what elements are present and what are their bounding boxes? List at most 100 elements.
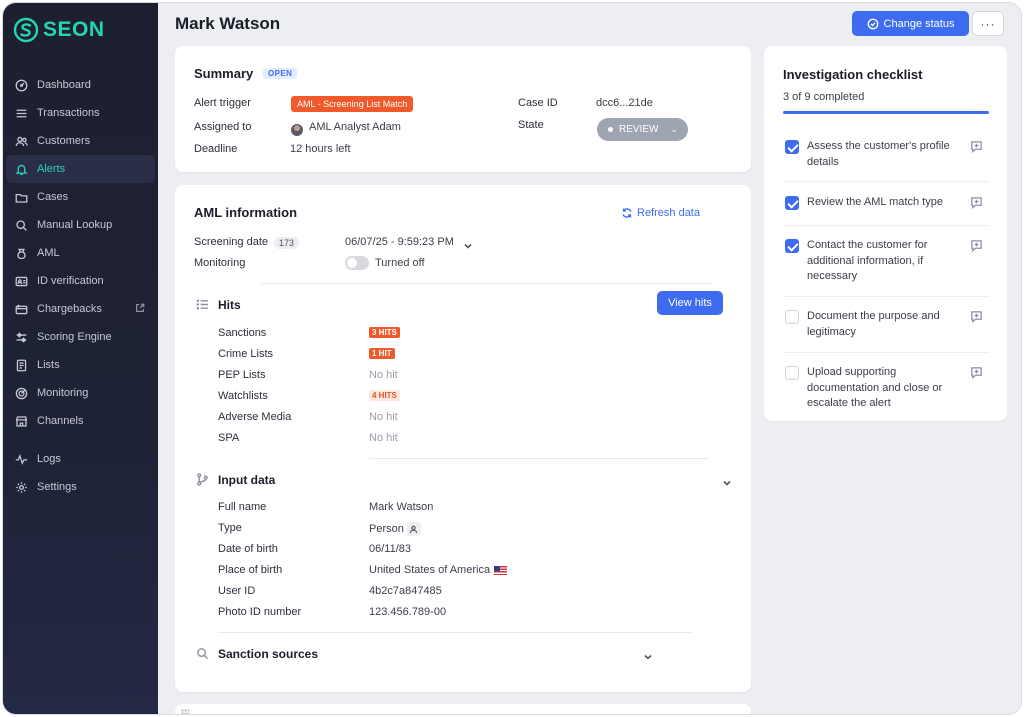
sidebar-item-label: Manual Lookup [37,219,113,231]
sidebar-item-alerts[interactable]: Alerts [6,155,155,183]
checklist-item: Review the AML match type [783,196,989,226]
sidebar-item-chargebacks[interactable]: Chargebacks [6,295,155,323]
assigned-to-label: Assigned to [194,121,252,133]
sidebar-item-dashboard[interactable]: Dashboard [6,71,155,99]
document-icon [14,358,28,372]
assigned-to-value[interactable]: AML Analyst Adam [309,121,401,133]
hits-row-label: Crime Lists [218,348,274,360]
input-row-label: Type [218,522,242,534]
deadline-label: Deadline [194,143,238,155]
page-title: Mark Watson [175,14,281,33]
state-dropdown[interactable]: REVIEW ⌄ [597,118,688,141]
hits-row-value: No hit [369,411,398,423]
sidebar-item-scoring-engine[interactable]: Scoring Engine [6,323,155,351]
checkbox[interactable] [785,366,799,380]
hits-row-label: Watchlists [218,390,268,402]
input-data-title: Input data [218,473,276,487]
comment-icon[interactable] [970,196,984,210]
input-row-label: Full name [218,501,267,513]
more-options-button[interactable]: ··· [972,11,1004,36]
hits-row-label: Adverse Media [218,411,292,423]
chevron-down-icon[interactable] [643,649,653,660]
logo[interactable]: SEON [13,17,105,43]
sidebar-item-label: Lists [37,359,60,371]
chevron-down-icon[interactable] [463,238,473,249]
search-icon [196,647,209,660]
state-dot [608,127,613,132]
monitoring-value: Turned off [375,257,425,269]
input-row-value: 4b2c7a847485 [369,585,442,597]
case-id-label: Case ID [518,97,558,109]
divider [369,458,709,459]
checklist-item: Document the purpose and legitimacy [783,310,989,353]
chevron-down-icon[interactable] [722,475,732,486]
hits-row-label: Sanctions [218,327,267,339]
sidebar-item-channels[interactable]: Channels [6,407,155,435]
input-row-label: Photo ID number [218,606,302,618]
sidebar-item-manual-lookup[interactable]: Manual Lookup [6,211,155,239]
comment-icon[interactable] [970,140,984,154]
place-of-birth-value: United States of America [369,564,491,576]
sidebar-item-customers[interactable]: Customers [6,127,155,155]
comment-icon[interactable] [970,366,984,380]
pulse-icon [14,452,28,466]
checkbox[interactable] [785,196,799,210]
comment-icon[interactable] [970,310,984,324]
sidebar-item-label: Transactions [37,107,100,119]
sidebar-item-cases[interactable]: Cases [6,183,155,211]
sidebar-item-label: Channels [37,415,84,427]
checklist-progress-text: 3 of 9 completed [783,91,865,103]
sidebar-item-label: Settings [37,481,77,493]
input-row-value: 123.456.789-00 [369,606,447,618]
hits-row-value: No hit [369,432,398,444]
checklist-item-text: Assess the customer's profile details [807,140,950,168]
list-icon [14,106,28,120]
screening-date-value[interactable]: 06/07/25 - 9:59:23 PM [345,236,454,248]
us-flag-icon [494,565,508,575]
view-hits-button[interactable]: View hits [657,291,723,315]
checkbox[interactable] [785,140,799,154]
sidebar-item-label: Logs [37,453,61,465]
refresh-data-link[interactable]: Refresh data [621,207,700,219]
input-row-value: Mark Watson [369,501,434,513]
sidebar-item-aml[interactable]: AML [6,239,155,267]
input-row-label: Date of birth [218,543,278,555]
aml-info-card: AML information Refresh data Screening d… [175,185,751,692]
comment-icon[interactable] [970,239,984,253]
sidebar-item-monitoring[interactable]: Monitoring [6,379,155,407]
sidebar-item-lists[interactable]: Lists [6,351,155,379]
checkbox[interactable] [785,239,799,253]
case-id-value: dcc6...21de [596,97,653,109]
dashboard-icon [14,78,28,92]
checkbox[interactable] [785,310,799,324]
change-status-button[interactable]: Change status [852,11,969,36]
id-card-icon [14,274,28,288]
hits-count-badge: 1 HIT [369,348,395,359]
summary-card: Summary OPEN Alert trigger AML - Screeni… [175,46,751,172]
alert-trigger-label: Alert trigger [194,97,251,109]
investigation-checklist: Investigation checklist 3 of 9 completed… [764,46,1007,421]
monitoring-icon [14,386,28,400]
drag-handle-icon[interactable] [181,709,189,714]
external-link-icon [135,303,145,313]
sidebar-nav: Dashboard Transactions Customers Alerts … [3,71,158,501]
gear-icon [14,480,28,494]
monitoring-label: Monitoring [194,257,246,269]
hits-row-value: No hit [369,369,398,381]
sanction-sources-title[interactable]: Sanction sources [218,647,319,661]
input-row-label: User ID [218,585,256,597]
refresh-label: Refresh data [637,207,700,219]
bell-icon [14,162,28,176]
sidebar-item-label: Scoring Engine [37,331,112,343]
monitoring-toggle[interactable] [345,256,369,270]
input-row-label: Place of birth [218,564,283,576]
sidebar-item-label: Alerts [37,163,66,175]
person-icon [406,522,421,536]
sidebar-item-settings[interactable]: Settings [6,473,155,501]
sidebar-item-label: Chargebacks [37,303,102,315]
check-circle-icon [867,18,878,29]
sidebar-item-logs[interactable]: Logs [6,445,155,473]
chargeback-icon [14,302,28,316]
sidebar-item-transactions[interactable]: Transactions [6,99,155,127]
sidebar-item-id-verification[interactable]: ID verification [6,267,155,295]
